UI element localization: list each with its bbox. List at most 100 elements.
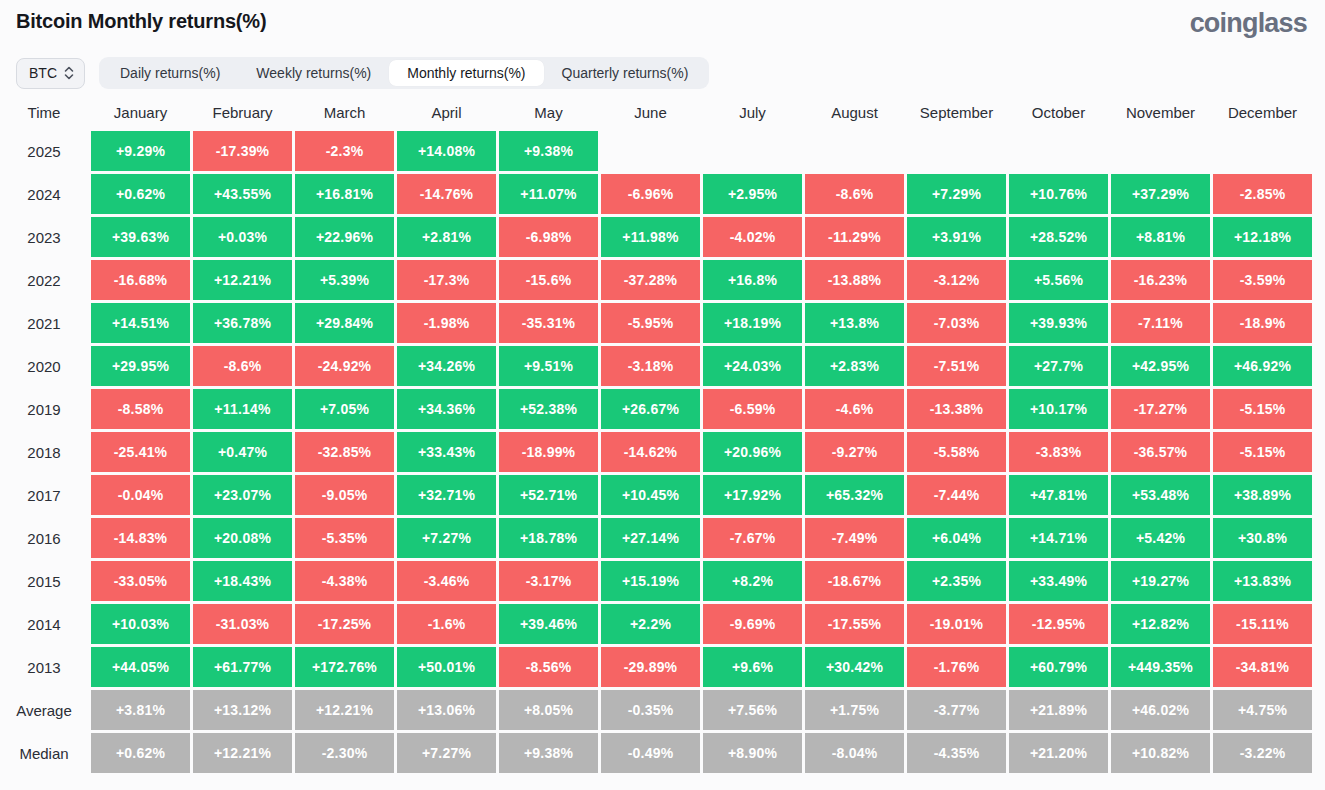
- return-cell--july: +8.2%: [703, 561, 802, 601]
- return-cell--january: -25.41%: [91, 432, 190, 472]
- return-cell-average-july: +7.56%: [703, 690, 802, 730]
- return-cell--november: +53.48%: [1111, 475, 1210, 515]
- tab-monthly-returns[interactable]: Monthly returns(%): [389, 60, 543, 86]
- return-cell--july: -4.02%: [703, 217, 802, 257]
- return-cell--september: -19.01%: [907, 604, 1006, 644]
- return-cell--august: -13.88%: [805, 260, 904, 300]
- return-cell-average-september: -3.77%: [907, 690, 1006, 730]
- return-cell--october: +14.71%: [1009, 518, 1108, 558]
- row-label-: 2022: [0, 260, 88, 300]
- return-cell--december: -3.59%: [1213, 260, 1312, 300]
- return-cell--december: -5.15%: [1213, 432, 1312, 472]
- return-cell--june: +11.98%: [601, 217, 700, 257]
- return-cell--october: +47.81%: [1009, 475, 1108, 515]
- return-cell-median-march: -2.30%: [295, 733, 394, 773]
- return-cell--december: [1213, 131, 1312, 171]
- return-cell--august: +13.8%: [805, 303, 904, 343]
- return-cell--march: +7.05%: [295, 389, 394, 429]
- column-header-time: Time: [0, 97, 88, 128]
- row-label-: 2019: [0, 389, 88, 429]
- return-cell--october: +60.79%: [1009, 647, 1108, 687]
- row-label-: 2023: [0, 217, 88, 257]
- row-label-: 2013: [0, 647, 88, 687]
- top-bar: Bitcoin Monthly returns(%) coinglass: [0, 0, 1325, 48]
- return-cell--february: +11.14%: [193, 389, 292, 429]
- return-cell--november: +5.42%: [1111, 518, 1210, 558]
- return-cell--june: -6.96%: [601, 174, 700, 214]
- returns-grid: TimeJanuaryFebruaryMarchAprilMayJuneJuly…: [0, 97, 1325, 773]
- return-cell--april: -14.76%: [397, 174, 496, 214]
- return-cell--august: -18.67%: [805, 561, 904, 601]
- return-cell--april: +32.71%: [397, 475, 496, 515]
- return-cell--october: +5.56%: [1009, 260, 1108, 300]
- symbol-select[interactable]: BTC: [16, 58, 85, 89]
- return-cell--november: -16.23%: [1111, 260, 1210, 300]
- return-cell--may: -3.17%: [499, 561, 598, 601]
- return-cell--september: +7.29%: [907, 174, 1006, 214]
- return-cell--february: +0.47%: [193, 432, 292, 472]
- return-cell--may: +18.78%: [499, 518, 598, 558]
- tab-weekly-returns[interactable]: Weekly returns(%): [238, 60, 389, 86]
- return-cell--february: +61.77%: [193, 647, 292, 687]
- return-cell--july: +16.8%: [703, 260, 802, 300]
- return-cell--february: -17.39%: [193, 131, 292, 171]
- return-cell--february: +23.07%: [193, 475, 292, 515]
- return-cell-median-april: +7.27%: [397, 733, 496, 773]
- return-cell-average-march: +12.21%: [295, 690, 394, 730]
- return-cell--october: +10.76%: [1009, 174, 1108, 214]
- page-title: Bitcoin Monthly returns(%): [16, 10, 266, 33]
- return-cell--february: +20.08%: [193, 518, 292, 558]
- return-cell--april: +34.36%: [397, 389, 496, 429]
- return-cell--may: +52.71%: [499, 475, 598, 515]
- return-cell--january: +39.63%: [91, 217, 190, 257]
- return-cell--march: +29.84%: [295, 303, 394, 343]
- row-label-: 2024: [0, 174, 88, 214]
- return-cell--may: +11.07%: [499, 174, 598, 214]
- return-cell--december: -18.9%: [1213, 303, 1312, 343]
- return-cell-average-june: -0.35%: [601, 690, 700, 730]
- return-cell--april: -17.3%: [397, 260, 496, 300]
- controls-bar: BTC Daily returns(%)Weekly returns(%)Mon…: [0, 48, 1325, 95]
- return-cell--september: +2.35%: [907, 561, 1006, 601]
- return-cell--january: +44.05%: [91, 647, 190, 687]
- tab-daily-returns[interactable]: Daily returns(%): [102, 60, 238, 86]
- return-cell--september: -13.38%: [907, 389, 1006, 429]
- return-cell--june: -29.89%: [601, 647, 700, 687]
- row-label-average: Average: [0, 690, 88, 730]
- return-cell--november: -36.57%: [1111, 432, 1210, 472]
- return-cell--june: +26.67%: [601, 389, 700, 429]
- symbol-select-value: BTC: [29, 65, 57, 81]
- return-cell--july: +18.19%: [703, 303, 802, 343]
- return-cell--january: -0.04%: [91, 475, 190, 515]
- return-cell--april: -1.98%: [397, 303, 496, 343]
- return-cell--september: +3.91%: [907, 217, 1006, 257]
- return-cell--december: -34.81%: [1213, 647, 1312, 687]
- return-cell--march: +22.96%: [295, 217, 394, 257]
- return-cell-average-october: +21.89%: [1009, 690, 1108, 730]
- return-cell--january: +10.03%: [91, 604, 190, 644]
- return-cell--november: +12.82%: [1111, 604, 1210, 644]
- return-cell--june: [601, 131, 700, 171]
- return-cell--december: -5.15%: [1213, 389, 1312, 429]
- return-cell--october: +33.49%: [1009, 561, 1108, 601]
- return-cell--march: -17.25%: [295, 604, 394, 644]
- row-label-: 2021: [0, 303, 88, 343]
- return-cell--december: +30.8%: [1213, 518, 1312, 558]
- return-cell--april: +50.01%: [397, 647, 496, 687]
- return-cell--december: +12.18%: [1213, 217, 1312, 257]
- column-header-march: March: [295, 97, 394, 128]
- return-cell-median-may: +9.38%: [499, 733, 598, 773]
- return-cell--november: +37.29%: [1111, 174, 1210, 214]
- row-label-: 2017: [0, 475, 88, 515]
- tab-quarterly-returns[interactable]: Quarterly returns(%): [544, 60, 707, 86]
- return-cell--may: +9.38%: [499, 131, 598, 171]
- column-header-may: May: [499, 97, 598, 128]
- return-cell--october: +10.17%: [1009, 389, 1108, 429]
- return-cell--september: [907, 131, 1006, 171]
- return-cell--march: +5.39%: [295, 260, 394, 300]
- row-label-: 2018: [0, 432, 88, 472]
- return-cell--october: +28.52%: [1009, 217, 1108, 257]
- return-cell--september: -3.12%: [907, 260, 1006, 300]
- return-cell--july: -9.69%: [703, 604, 802, 644]
- return-cell--may: +52.38%: [499, 389, 598, 429]
